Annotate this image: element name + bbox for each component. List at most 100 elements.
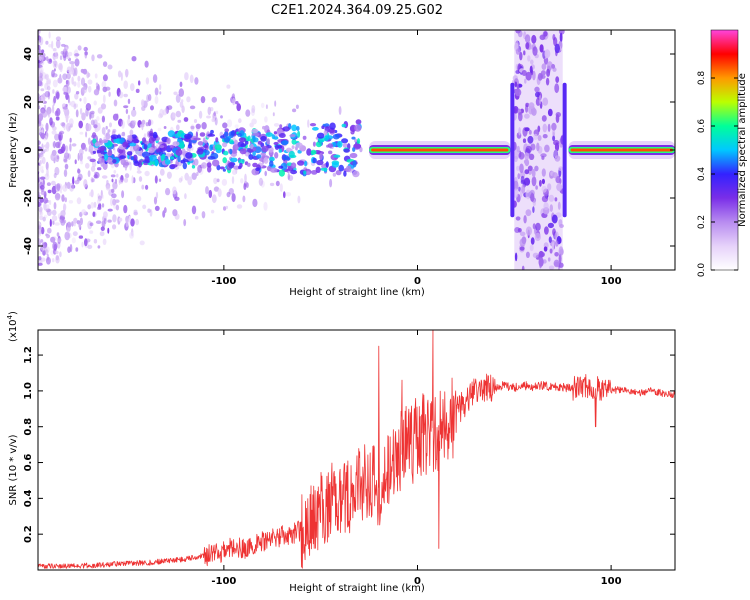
- spectrogram-cell: [209, 144, 213, 152]
- spectrogram-streak: [562, 82, 567, 218]
- spectrogram-cell: [63, 155, 68, 164]
- spectrogram-cell: [40, 108, 45, 115]
- spectrogram-cell: [324, 123, 330, 127]
- spectrogram-cell: [207, 106, 212, 116]
- spectrogram-cell: [38, 250, 43, 255]
- spectrogram-cell: [345, 165, 352, 173]
- spectrogram-cell: [52, 48, 57, 52]
- spectrogram-cell: [353, 143, 362, 149]
- spectrogram-cell: [112, 159, 117, 164]
- spectrogram-cell: [555, 114, 560, 123]
- spectrogram-cell: [72, 176, 75, 186]
- spectrogram-cell: [183, 219, 187, 227]
- spectrogram-cell: [52, 60, 58, 64]
- spectrogram-cell: [266, 138, 271, 145]
- spectrogram-cell: [278, 148, 282, 153]
- spectrogram-cell: [158, 178, 162, 182]
- spectrogram-cell: [103, 211, 108, 219]
- spectrogram-cell: [105, 132, 111, 141]
- spectrogram-cell: [352, 160, 357, 168]
- y-tick-label: 0.2: [23, 525, 34, 543]
- spectrogram-cell: [200, 96, 206, 104]
- spectrogram-cell: [211, 118, 216, 123]
- spectrogram-cell: [142, 204, 147, 210]
- snr-multiplier-exp: 4: [6, 314, 14, 319]
- spectrogram-x-label: Height of straight line (km): [289, 287, 425, 298]
- colorbar-tick-label: 0.2: [697, 215, 707, 229]
- spectrogram-cell: [323, 135, 329, 142]
- spectrogram-cell: [96, 54, 103, 59]
- spectrogram-cell: [554, 252, 559, 257]
- spectrogram-cell: [66, 181, 71, 189]
- spectrogram-cell: [177, 155, 181, 163]
- spectrogram-cell: [172, 112, 176, 119]
- spectrogram-cell: [87, 85, 92, 93]
- spectrogram-cell: [215, 137, 219, 143]
- spectrogram-cell: [118, 118, 123, 127]
- spectrogram-cell: [56, 155, 60, 160]
- spectrogram-cell: [45, 146, 50, 152]
- spectrogram-cell: [329, 178, 333, 188]
- spectrogram-cell: [92, 160, 97, 168]
- spectrogram-cell: [114, 178, 118, 184]
- spectrogram-cell: [39, 208, 42, 215]
- spectrogram-cell: [57, 239, 61, 249]
- spectrogram-cell: [87, 137, 91, 145]
- spectrogram-cell: [157, 141, 163, 145]
- spectrogram-cell: [39, 215, 44, 221]
- spectrogram-cell: [80, 77, 86, 86]
- snr-frame: [37, 329, 676, 571]
- spectrogram-cell: [191, 205, 197, 215]
- spectrogram-cell: [325, 161, 329, 168]
- spectrogram-cell: [519, 238, 526, 247]
- spectrogram-cell: [524, 159, 530, 167]
- spectrogram-cell: [230, 130, 235, 136]
- spectrogram-cell: [131, 56, 137, 62]
- spectrogram-cell: [65, 92, 69, 100]
- spectrogram-cell: [104, 153, 108, 161]
- spectrogram-cell: [263, 201, 268, 211]
- spectrogram-cell: [538, 94, 542, 105]
- spectrogram-cell: [211, 96, 217, 103]
- spectrogram-cell: [86, 71, 90, 79]
- spectrogram-cell: [175, 94, 181, 103]
- spectrogram-cell: [71, 221, 74, 227]
- spectrogram-cell: [182, 162, 187, 170]
- spectrogram-cell: [222, 157, 227, 164]
- spectrogram-cell: [255, 167, 260, 172]
- spectrogram-cell: [252, 135, 256, 143]
- spectrogram-cell: [176, 140, 185, 148]
- spectrogram-cell: [285, 192, 292, 197]
- spectrogram-cell: [62, 219, 67, 224]
- spectrogram-cell: [38, 256, 42, 261]
- spectrogram-cell: [207, 156, 216, 160]
- spectrogram-cell: [527, 165, 533, 172]
- spectrogram-cell: [72, 231, 78, 237]
- spectrogram-cell: [269, 167, 278, 173]
- spectrogram-cell: [223, 150, 229, 156]
- spectrogram-cell: [154, 205, 160, 211]
- spectrogram-cell: [195, 123, 201, 129]
- spectrogram-cell: [306, 171, 311, 176]
- spectrogram-cell: [261, 145, 269, 153]
- spectrogram-cell: [226, 191, 231, 198]
- spectrogram-cell: [525, 145, 532, 154]
- spectrogram-cell: [206, 115, 211, 119]
- spectrogram-cell: [81, 112, 86, 121]
- spectrogram-cell: [554, 142, 560, 152]
- spectrogram-cell: [57, 149, 64, 154]
- spectrogram-cell: [38, 235, 41, 244]
- spectrogram-cell: [541, 115, 547, 122]
- spectrogram-cell: [536, 142, 540, 152]
- spectrogram-cell: [183, 117, 189, 122]
- spectrogram-cell: [105, 125, 108, 130]
- spectrogram-cell: [50, 152, 56, 162]
- spectrogram-cell: [129, 134, 133, 142]
- spectrogram-cell: [224, 128, 229, 133]
- spectrogram-cell: [315, 166, 321, 173]
- spectrogram-cell: [535, 185, 538, 190]
- spectrogram-cell: [119, 179, 124, 184]
- spectrogram-cell: [65, 145, 69, 153]
- spectrogram-cell: [265, 104, 268, 109]
- spectrogram-cell: [51, 215, 58, 222]
